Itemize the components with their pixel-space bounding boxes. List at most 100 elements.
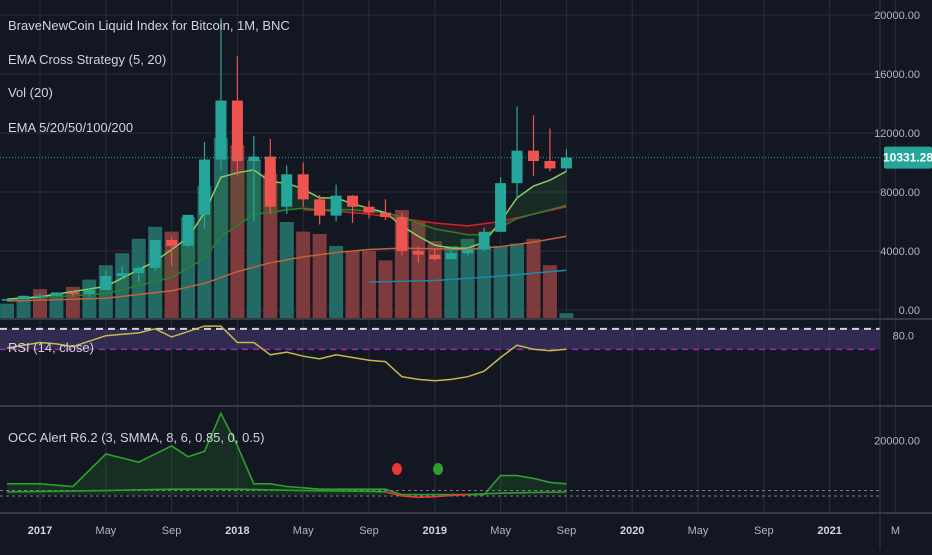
rsi-title: RSI (14, close) bbox=[8, 340, 94, 355]
candle-body-8 bbox=[133, 267, 145, 274]
volume-bar-23 bbox=[378, 260, 393, 318]
candle-body-33 bbox=[544, 161, 556, 169]
y-axis[interactable]: 20000.00 16000.00 12000.00 8000.00 4000.00 0.… bbox=[874, 10, 920, 447]
candle-body-13 bbox=[215, 100, 227, 160]
x-tick-label: 2018 bbox=[225, 525, 249, 537]
candle-body-11 bbox=[182, 214, 194, 246]
candle-body-9 bbox=[149, 239, 161, 268]
occ-signal-seg-8 bbox=[418, 495, 435, 499]
occ-signal-seg-3 bbox=[237, 488, 304, 492]
candle-body-1 bbox=[18, 295, 30, 300]
volume-bar-7 bbox=[115, 253, 130, 318]
last-price-badge-bg bbox=[884, 146, 932, 169]
volume-bar-30 bbox=[493, 246, 508, 318]
volume-bar-21 bbox=[345, 250, 360, 318]
candle-body-12 bbox=[199, 159, 210, 215]
volume-bar-22 bbox=[362, 250, 376, 318]
volume-bar-19 bbox=[312, 234, 327, 318]
occ-signal-seg-12 bbox=[500, 491, 534, 495]
occ-signal-dot-0 bbox=[391, 463, 402, 475]
candle-body-3 bbox=[50, 292, 62, 296]
occ-y-tick-label: 20000.00 bbox=[874, 435, 920, 447]
candle-body-14 bbox=[231, 100, 243, 162]
x-tick-label: May bbox=[95, 525, 116, 537]
occ-signal-seg-9 bbox=[434, 494, 452, 498]
candle-body-10 bbox=[166, 239, 178, 246]
volume-bar-26 bbox=[427, 241, 442, 318]
candle-body-21 bbox=[347, 195, 359, 207]
candle-body-16 bbox=[264, 156, 276, 207]
candle-body-20 bbox=[330, 195, 342, 216]
candle-body-6 bbox=[100, 276, 112, 291]
candle-body-31 bbox=[511, 150, 523, 184]
candle-body-15 bbox=[248, 156, 260, 162]
candle-body-18 bbox=[297, 174, 309, 200]
x-axis[interactable]: 2017 May Sep 2018 May Sep 2019 May Sep 2020 May Sep… bbox=[28, 525, 900, 537]
candle-body-0 bbox=[1, 299, 13, 301]
candle-body-5 bbox=[83, 290, 95, 295]
candle-body-27 bbox=[445, 253, 457, 260]
indicator-label-ema-cross: EMA Cross Strategy (5, 20) bbox=[8, 52, 166, 67]
y-tick-label: 12000.00 bbox=[874, 128, 920, 140]
y-tick-label: 8000.00 bbox=[880, 187, 920, 199]
occ-signal-dot-1 bbox=[433, 463, 444, 475]
x-tick-label: Sep bbox=[557, 525, 577, 537]
main-title: BraveNewCoin Liquid Index for Bitcoin, 1… bbox=[8, 18, 290, 33]
y-tick-label: 0.00 bbox=[899, 305, 920, 317]
x-tick-label: Sep bbox=[359, 525, 379, 537]
candle-body-24 bbox=[396, 217, 408, 251]
occ-pane[interactable] bbox=[0, 411, 880, 499]
volume-bar-31 bbox=[510, 243, 525, 318]
volume-bar-34 bbox=[559, 313, 574, 318]
candle-body-23 bbox=[379, 212, 391, 218]
candle-body-25 bbox=[412, 251, 424, 255]
candle-body-22 bbox=[363, 206, 375, 213]
volume-bar-25 bbox=[411, 222, 426, 318]
indicator-label-vol: Vol (20) bbox=[8, 85, 53, 100]
indicator-label-ema-set: EMA 5/20/50/100/200 bbox=[8, 120, 133, 135]
candle-body-19 bbox=[314, 199, 326, 216]
ema-ribbon-fill bbox=[7, 169, 567, 300]
occ-signal-seg-0 bbox=[7, 489, 106, 493]
rsi-y-tick-label: 80.0 bbox=[893, 331, 914, 343]
volume-bar-1 bbox=[16, 298, 31, 318]
occ-signal-seg-5 bbox=[368, 490, 386, 493]
occ-area bbox=[7, 413, 567, 495]
volume-bar-32 bbox=[526, 238, 541, 318]
volume-bar-10 bbox=[164, 231, 179, 318]
volume-bar-14 bbox=[230, 145, 245, 318]
volume-bar-20 bbox=[329, 246, 344, 318]
rsi-line bbox=[6, 325, 567, 382]
y-tick-label: 20000.00 bbox=[874, 10, 920, 22]
y-tick-label: 4000.00 bbox=[880, 246, 920, 258]
x-tick-label: Sep bbox=[754, 525, 774, 537]
occ-signal-seg-4 bbox=[303, 489, 370, 493]
candle-body-7 bbox=[116, 273, 128, 277]
ema5-line bbox=[7, 169, 567, 300]
x-tick-label: Sep bbox=[162, 525, 182, 537]
occ-title: OCC Alert R6.2 (3, SMMA, 8, 6, 0.85, 0, … bbox=[8, 430, 265, 445]
x-tick-label: 2021 bbox=[817, 525, 841, 537]
rsi-pane[interactable] bbox=[0, 325, 880, 382]
candle-body-34 bbox=[560, 157, 572, 169]
x-tick-label: 2017 bbox=[28, 525, 52, 537]
occ-signal-seg-11 bbox=[467, 492, 501, 496]
ema200-line bbox=[368, 269, 567, 283]
volume-bar-17 bbox=[279, 222, 294, 318]
y-tick-label: 16000.00 bbox=[874, 69, 920, 81]
occ-signal-seg-13 bbox=[533, 491, 567, 494]
x-tick-label: May bbox=[490, 525, 511, 537]
candle-body-2 bbox=[34, 295, 46, 298]
candle-body-32 bbox=[528, 150, 539, 162]
candle-body-29 bbox=[478, 231, 490, 250]
occ-signal-seg-10 bbox=[451, 493, 468, 497]
x-tick-label: May bbox=[293, 525, 314, 537]
legends: BraveNewCoin Liquid Index for Bitcoin, 1… bbox=[8, 18, 290, 445]
candle-body-17 bbox=[281, 174, 293, 207]
volume-bar-16 bbox=[263, 174, 278, 318]
occ-line bbox=[7, 411, 567, 496]
price-pane[interactable] bbox=[0, 17, 880, 318]
grid bbox=[0, 0, 896, 512]
